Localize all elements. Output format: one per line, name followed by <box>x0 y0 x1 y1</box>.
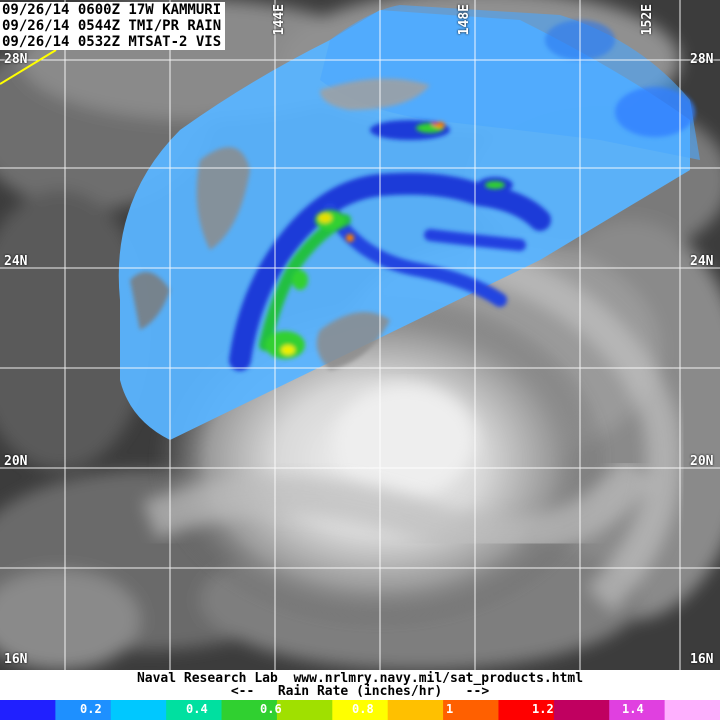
map-imagery <box>0 0 720 670</box>
spiral-band-2 <box>465 243 682 613</box>
swath-gaps <box>130 78 430 370</box>
lat-label-24n-right: 24N <box>690 254 714 269</box>
header-rain-source: 09/26/14 0544Z TMI/PR RAIN <box>0 18 226 34</box>
lon-label-152e: 152E <box>640 4 655 36</box>
typhoon-eye <box>335 385 475 495</box>
spiral-band <box>142 457 656 557</box>
colorbar-tick-0-2: 0.2 <box>80 702 102 716</box>
lat-label-16n-left: 16N <box>4 652 28 667</box>
lat-label-24n-left: 24N <box>4 254 28 269</box>
footer-legend-title: <-- Rain Rate (inches/hr) --> <box>230 684 490 699</box>
colorbar-segment <box>498 700 555 720</box>
colorbar-tick-0-8: 0.8 <box>352 702 374 716</box>
lon-label-148e: 148E <box>457 4 472 36</box>
lat-label-16n-right: 16N <box>690 652 714 667</box>
lat-lon-grid <box>0 0 720 670</box>
lon-label-144e: 144E <box>272 4 287 36</box>
header-product-title: 09/26/14 0600Z 17W KAMMURI <box>0 2 226 18</box>
colorbar-segment <box>276 700 333 720</box>
colorbar-segment <box>221 700 278 720</box>
colorbar-segment <box>55 700 112 720</box>
colorbar-segment <box>609 700 666 720</box>
rain-rate-colorbar <box>0 700 720 720</box>
footer-credit: Naval Research Lab www.nrlmry.navy.mil/s… <box>136 671 584 686</box>
colorbar-tick-1: 1 <box>446 702 454 716</box>
colorbar-tick-0-6: 0.6 <box>260 702 282 716</box>
lat-label-20n-left: 20N <box>4 454 28 469</box>
colorbar-segment <box>0 700 56 720</box>
colorbar-segment <box>110 700 167 720</box>
colorbar-segment <box>664 700 720 720</box>
colorbar-tick-1-4: 1.4 <box>622 702 644 716</box>
colorbar-segment <box>443 700 499 720</box>
lat-label-20n-right: 20N <box>690 454 714 469</box>
colorbar-segment <box>553 700 610 720</box>
colorbar-segment <box>332 700 389 720</box>
colorbar-segment <box>387 700 444 720</box>
colorbar-segment <box>166 700 223 720</box>
lat-label-28n-left: 28N <box>4 52 28 67</box>
lat-label-28n-right: 28N <box>690 52 714 67</box>
rain-cell-east <box>615 87 695 137</box>
track-line <box>0 49 57 85</box>
colorbar-tick-1-2: 1.2 <box>532 702 554 716</box>
header-vis-source: 09/26/14 0532Z MTSAT-2 VIS <box>0 34 226 50</box>
colorbar-tick-0-4: 0.4 <box>186 702 208 716</box>
